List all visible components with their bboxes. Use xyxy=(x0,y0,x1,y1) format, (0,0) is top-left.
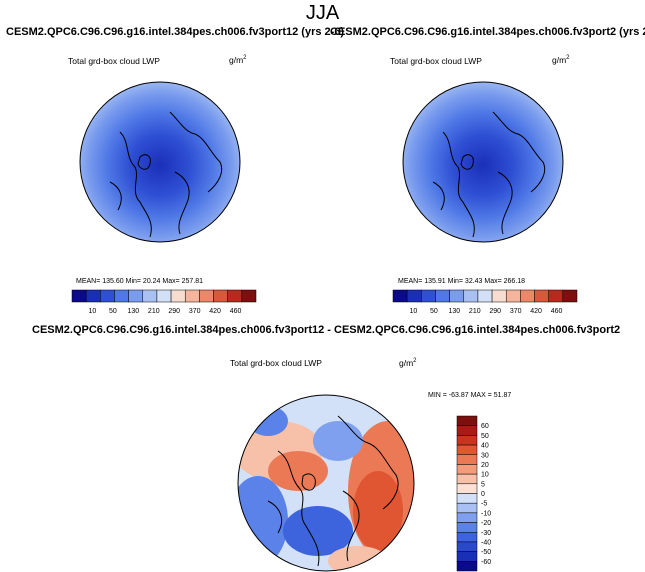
colorbar-tick-label: -30 xyxy=(481,530,491,537)
colorbar-swatch xyxy=(100,289,115,303)
colorbar-tick-label: 370 xyxy=(510,308,522,315)
colorbar-tick-label: 5 xyxy=(481,481,485,488)
colorbar-a xyxy=(71,289,257,303)
colorbar-tick-label: 460 xyxy=(230,308,242,315)
colorbar-tick-label: 30 xyxy=(481,452,489,459)
colorbar-b xyxy=(392,289,578,303)
colorbar-swatch xyxy=(435,289,450,303)
colorbar-tick-label: 130 xyxy=(127,308,139,315)
colorbar-swatch xyxy=(85,289,101,303)
colorbar-swatch xyxy=(520,289,535,303)
colorbar-swatch xyxy=(456,473,478,485)
colorbar-tick-label: -60 xyxy=(481,559,491,566)
colorbar-swatch xyxy=(548,289,564,303)
colorbar-swatch xyxy=(456,425,478,436)
colorbar-swatch xyxy=(227,289,243,303)
colorbar-tick-label: 290 xyxy=(168,308,180,315)
diff-map xyxy=(237,394,415,572)
case-a-title: CESM2.QPC6.C96.C96.g16.intel.384pes.ch00… xyxy=(6,26,345,38)
colorbar-swatch xyxy=(456,561,478,572)
colorbar-swatch xyxy=(213,289,228,303)
colorbar-swatch xyxy=(456,532,478,543)
colorbar-swatch xyxy=(199,289,214,303)
colorbar-swatch xyxy=(128,289,144,303)
colorbar-swatch xyxy=(184,289,200,303)
colorbar-swatch xyxy=(463,289,479,303)
case-b-title: CESM2.QPC6.C96.C96.g16.intel.384pes.ch00… xyxy=(330,26,645,38)
colorbar-tick-label: 50 xyxy=(109,308,117,315)
colorbar-swatch xyxy=(449,289,465,303)
colorbar-swatch xyxy=(456,483,478,494)
colorbar-swatch xyxy=(156,289,172,303)
colorbar-tick-label: 460 xyxy=(551,308,563,315)
panel-a-stats: MEAN= 135.60 Min= 20.24 Max= 257.81 xyxy=(76,278,204,285)
colorbar-tick-label: 10 xyxy=(481,472,489,479)
diff-stats: MIN = -63.87 MAX = 51.87 xyxy=(428,392,512,399)
diff-units: g/m2 xyxy=(399,358,417,368)
colorbar-swatch xyxy=(392,289,408,303)
colorbar-swatch xyxy=(114,289,129,303)
colorbar-swatch xyxy=(477,289,493,303)
colorbar-tick-label: -10 xyxy=(481,510,491,517)
colorbar-swatch xyxy=(456,551,478,562)
colorbar-swatch xyxy=(562,289,578,303)
diff-title: CESM2.QPC6.C96.C96.g16.intel.384pes.ch00… xyxy=(32,324,621,336)
colorbar-swatch xyxy=(456,464,478,475)
colorbar-swatch xyxy=(456,541,478,552)
colorbar-swatch xyxy=(456,435,478,446)
colorbar-swatch xyxy=(534,289,549,303)
colorbar-tick-label: 50 xyxy=(481,433,489,440)
colorbar-tick-label: 210 xyxy=(469,308,481,315)
colorbar-tick-label: 10 xyxy=(410,308,418,315)
colorbar-tick-label: 20 xyxy=(481,462,489,469)
map-a xyxy=(79,81,241,243)
colorbar-tick-label: -20 xyxy=(481,520,491,527)
colorbar-swatch xyxy=(456,444,478,455)
colorbar-tick-label: -5 xyxy=(481,501,487,508)
colorbar-swatch xyxy=(491,289,507,303)
colorbar-a-labels: 10 50 130 210 290 370 420 460 xyxy=(89,308,242,315)
colorbar-swatch xyxy=(456,415,478,426)
colorbar-tick-label: 50 xyxy=(430,308,438,315)
colorbar-tick-label: -50 xyxy=(481,549,491,556)
colorbar-swatch xyxy=(505,289,521,303)
colorbar-swatch xyxy=(71,289,87,303)
colorbar-b-labels: 10 50 130 210 290 370 420 460 xyxy=(410,308,563,315)
diff-colorbar xyxy=(456,415,478,572)
panel-a-variable: Total grd-box cloud LWP xyxy=(68,56,160,66)
panel-b-units: g/m2 xyxy=(552,55,570,65)
colorbar-swatch xyxy=(456,522,478,533)
colorbar-swatch xyxy=(170,289,186,303)
season-title: JJA xyxy=(305,2,340,24)
colorbar-tick-label: 370 xyxy=(189,308,201,315)
colorbar-tick-label: 210 xyxy=(148,308,160,315)
colorbar-tick-label: -40 xyxy=(481,539,491,546)
panel-b-stats: MEAN= 135.91 Min= 32.43 Max= 266.18 xyxy=(398,278,526,285)
colorbar-swatch xyxy=(406,289,422,303)
colorbar-tick-label: 130 xyxy=(448,308,460,315)
colorbar-swatch xyxy=(142,289,158,303)
panel-a-units: g/m2 xyxy=(229,55,247,65)
diff-variable: Total grd-box cloud LWP xyxy=(230,358,322,368)
colorbar-tick-label: 40 xyxy=(481,443,489,450)
colorbar-tick-label: 10 xyxy=(89,308,97,315)
map-b xyxy=(402,81,564,243)
colorbar-tick-label: 60 xyxy=(481,423,489,430)
colorbar-tick-label: 420 xyxy=(530,308,542,315)
colorbar-swatch xyxy=(241,289,257,303)
colorbar-swatch xyxy=(456,493,478,504)
colorbar-swatch xyxy=(456,454,478,465)
colorbar-tick-label: 290 xyxy=(489,308,501,315)
colorbar-swatch xyxy=(456,512,478,523)
panel-b-variable: Total grd-box cloud LWP xyxy=(390,56,482,66)
colorbar-swatch xyxy=(421,289,436,303)
colorbar-swatch xyxy=(456,502,478,514)
colorbar-tick-label: 0 xyxy=(481,491,485,498)
colorbar-tick-label: 420 xyxy=(209,308,221,315)
